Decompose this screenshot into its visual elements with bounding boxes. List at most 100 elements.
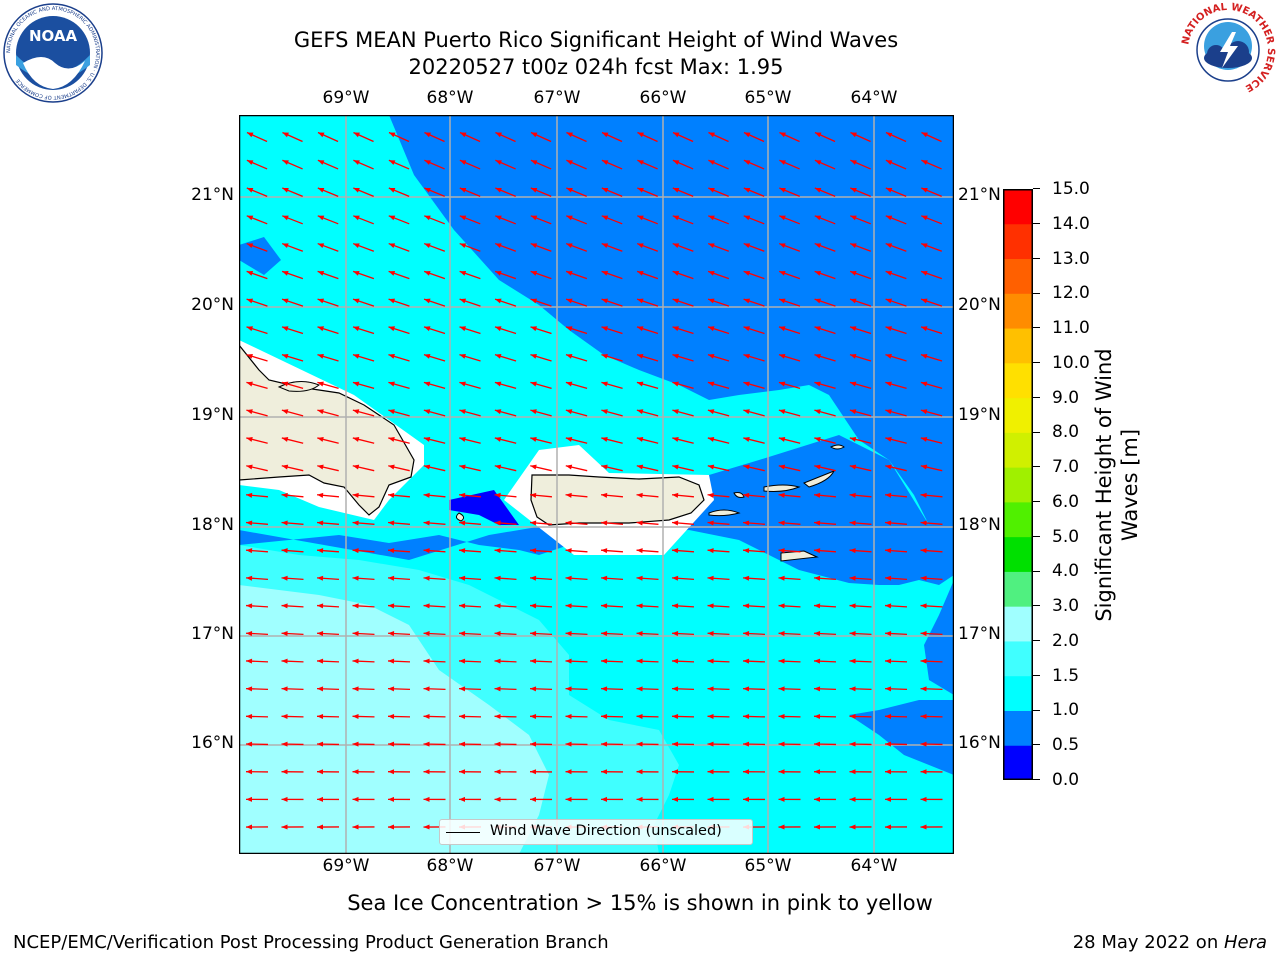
wave-direction-arrow — [600, 603, 624, 609]
wave-direction-arrow — [778, 713, 801, 719]
wave-direction-arrow — [529, 769, 553, 775]
colorbar-swatch — [1003, 501, 1033, 538]
wave-direction-arrow — [423, 548, 446, 554]
wave-direction-arrow — [458, 492, 482, 498]
wave-direction-arrow — [814, 464, 836, 472]
wave-direction-arrow — [671, 603, 695, 609]
longitude-label-bottom: 67°W — [533, 856, 581, 876]
wave-direction-arrow — [814, 409, 836, 417]
wave-direction-arrow — [459, 436, 481, 444]
wave-direction-arrow — [281, 548, 304, 554]
land-mona — [455, 512, 465, 522]
longitude-label-top: 67°W — [533, 88, 581, 108]
wave-direction-arrow — [529, 658, 553, 664]
wave-direction-arrow — [636, 326, 659, 335]
wave-direction-arrow — [671, 575, 695, 581]
wave-direction-arrow — [565, 270, 588, 280]
wave-direction-arrow — [671, 796, 695, 802]
longitude-label-bottom: 69°W — [322, 856, 370, 876]
colorbar-tick-label: 15.0 — [1052, 179, 1090, 199]
wave-direction-arrow — [353, 159, 374, 170]
wave-direction-arrow — [884, 796, 908, 802]
wave-direction-arrow — [778, 631, 801, 637]
wave-direction-arrow — [565, 492, 588, 498]
wave-direction-arrow — [600, 575, 624, 581]
wave-direction-arrow — [316, 741, 340, 747]
wave-direction-arrow — [529, 548, 553, 554]
wave-region-0.5-1.0-east — [924, 580, 954, 695]
wave-direction-arrow — [281, 242, 304, 252]
wave-direction-arrow — [530, 215, 552, 225]
wave-direction-arrow — [920, 686, 943, 692]
wave-direction-arrow — [850, 131, 871, 143]
wave-direction-arrow — [316, 631, 340, 637]
wave-direction-arrow — [742, 769, 766, 775]
colorbar-tick-label: 6.0 — [1052, 491, 1080, 512]
wave-direction-arrow — [813, 575, 837, 581]
wave-direction-arrow — [459, 215, 481, 225]
wave-direction-arrow — [317, 270, 339, 280]
wave-direction-arrow — [281, 769, 304, 775]
wave-direction-arrow — [423, 575, 446, 581]
land-anegada — [830, 444, 845, 450]
wave-direction-arrow — [885, 187, 907, 197]
map-panel — [239, 115, 954, 854]
wave-direction-arrow — [707, 741, 730, 747]
latitude-label-right: 21°N — [958, 185, 1001, 205]
wave-direction-arrow — [245, 575, 269, 581]
wave-direction-arrow — [601, 409, 623, 417]
wave-direction-arrow — [530, 409, 552, 417]
wave-direction-arrow — [742, 492, 766, 498]
wave-direction-arrow — [245, 548, 269, 554]
wave-direction-arrow — [352, 326, 375, 335]
colorbar-tick-mark — [1033, 257, 1040, 259]
wave-direction-arrow — [742, 548, 766, 554]
wave-direction-arrow — [672, 159, 694, 170]
wave-direction-arrow — [565, 769, 588, 775]
wave-direction-arrow — [565, 631, 588, 637]
wave-direction-arrow — [849, 492, 872, 498]
colorbar-tick-mark — [1033, 501, 1040, 503]
wave-direction-arrow — [885, 381, 907, 390]
colorbar-swatch — [1003, 536, 1033, 572]
wave-direction-arrow — [636, 409, 659, 417]
wave-direction-arrow — [707, 631, 730, 637]
wave-direction-arrow — [849, 658, 872, 664]
wave-direction-arrow — [387, 603, 411, 609]
wave-direction-arrow — [245, 658, 269, 664]
wave-direction-arrow — [317, 353, 339, 362]
wave-direction-arrow — [814, 298, 836, 307]
wave-direction-arrow — [813, 658, 837, 664]
wave-direction-arrow — [743, 242, 765, 252]
colorbar-tick-label: 2.0 — [1052, 630, 1080, 651]
wave-direction-arrow — [245, 741, 269, 747]
wave-direction-arrow — [423, 353, 446, 362]
wave-direction-arrow — [529, 520, 553, 526]
wave-direction-arrow — [494, 436, 517, 444]
wave-direction-arrow — [601, 242, 623, 252]
wave-direction-arrow — [849, 603, 872, 609]
wave-direction-arrow — [671, 741, 695, 747]
wave-direction-arrow — [352, 741, 375, 747]
wave-direction-arrow — [459, 464, 481, 472]
wave-direction-arrow — [352, 242, 375, 252]
wave-direction-arrow — [565, 686, 588, 692]
wave-direction-arrow — [814, 353, 836, 362]
wave-direction-arrow — [779, 187, 800, 197]
wave-direction-arrow — [352, 436, 375, 444]
wave-direction-arrow — [387, 658, 411, 664]
wave-direction-arrow — [636, 686, 659, 692]
wave-direction-arrow — [707, 298, 730, 307]
wave-direction-arrow — [600, 741, 624, 747]
wave-direction-arrow — [672, 131, 694, 143]
wave-direction-arrow — [565, 603, 588, 609]
wave-direction-arrow — [920, 741, 943, 747]
wave-direction-arrow — [458, 686, 482, 692]
wave-direction-arrow — [458, 548, 482, 554]
colorbar-swatch — [1003, 328, 1033, 364]
wave-direction-arrow — [707, 658, 730, 664]
wave-direction-arrow — [920, 796, 943, 802]
wave-direction-arrow — [281, 631, 304, 637]
wave-direction-arrow — [494, 409, 517, 417]
wave-direction-arrow — [317, 242, 339, 252]
